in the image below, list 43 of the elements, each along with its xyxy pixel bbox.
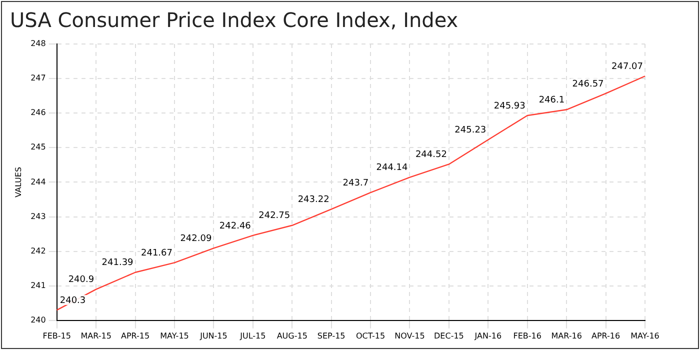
y-tick-label: 245 (30, 142, 46, 152)
data-label: 244.14 (376, 163, 408, 174)
data-label: 243.22 (298, 194, 330, 205)
y-tick-label: 241 (30, 280, 46, 290)
x-tick-label: OCT-15 (356, 331, 386, 340)
y-tick-label: 244 (30, 177, 46, 186)
x-tick-label: JUL-15 (239, 331, 266, 340)
data-label: 246.1 (538, 95, 565, 106)
x-tick-label: MAR-15 (80, 331, 112, 340)
x-tick-label: NOV-15 (394, 331, 425, 340)
x-tick-label: AUG-15 (276, 331, 308, 340)
x-tick-label: DEC-15 (434, 331, 464, 340)
data-label: 242.09 (180, 234, 212, 244)
data-label: 247.07 (612, 62, 644, 72)
y-tick-label: 246 (30, 108, 46, 118)
x-tick-label: MAY-15 (160, 331, 189, 340)
x-tick-label: FEB-15 (42, 331, 71, 340)
data-label: 245.23 (454, 126, 486, 136)
data-label: 240.9 (68, 275, 94, 286)
x-tick-label: MAR-16 (551, 331, 582, 340)
data-label: 245.93 (494, 101, 526, 112)
y-tick-label: 247 (30, 74, 46, 83)
data-label: 243.7 (342, 178, 369, 188)
x-tick-label: FEB-16 (513, 331, 542, 340)
data-label: 242.46 (219, 221, 252, 232)
y-tick-label: 240 (30, 315, 46, 324)
data-label: 240.3 (60, 296, 86, 306)
y-tick-label: 242 (30, 246, 46, 256)
x-tick-label: JUN-15 (199, 331, 228, 340)
data-label: 241.39 (102, 258, 134, 268)
data-label: 244.52 (415, 150, 447, 160)
x-tick-label: APR-16 (591, 331, 620, 340)
x-tick-label: APR-15 (120, 331, 150, 340)
data-label: 241.67 (141, 248, 172, 259)
data-label: 242.75 (258, 211, 290, 222)
data-label: 246.57 (572, 79, 604, 90)
y-tick-label: 243 (30, 212, 46, 221)
x-tick-label: JAN-16 (474, 331, 502, 340)
x-tick-label: MAY-16 (630, 331, 660, 340)
chart-title: USA Consumer Price Index Core Index, Index (10, 8, 458, 32)
y-axis-title: VALUES (14, 166, 23, 198)
y-tick-label: 248 (30, 39, 46, 48)
x-tick-label: SEP-15 (317, 331, 346, 340)
